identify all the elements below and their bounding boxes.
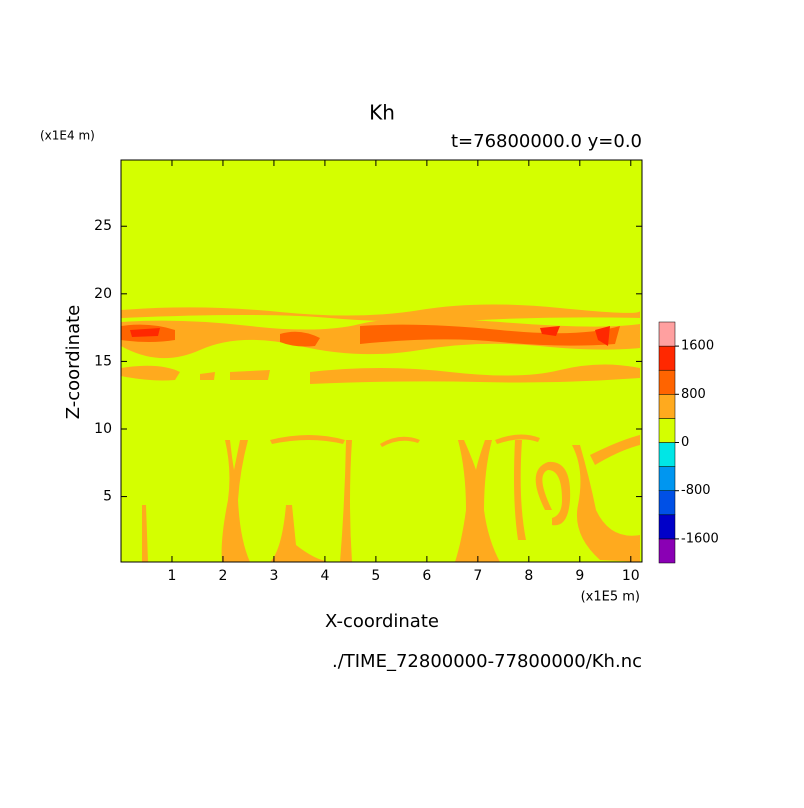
colorbar-box: [658, 418, 676, 443]
colorbar-label: 1600: [681, 339, 714, 354]
contour-fill: [121, 324, 620, 347]
x-tick-label: 8: [524, 568, 533, 584]
colorbar-label: -800: [681, 483, 711, 498]
y-tick-label: 10: [94, 421, 112, 437]
colorbar-label: 800: [681, 387, 706, 402]
x-tick-label: 10: [622, 568, 640, 584]
contour-fill: [270, 434, 540, 447]
colorbar-box: [658, 466, 676, 491]
source-file: ./TIME_72800000-77800000/Kh.nc: [332, 651, 642, 672]
colorbar-box: [658, 345, 676, 371]
y-tick-label: 20: [94, 286, 112, 302]
contour-fill: [455, 435, 640, 562]
x-tick-label: 5: [371, 568, 380, 584]
contour-fill: [121, 364, 640, 384]
x-tick-label: 6: [422, 568, 431, 584]
y-tick-label: 15: [94, 353, 112, 369]
x-axis-label: X-coordinate: [325, 611, 439, 632]
x-tick-label: 9: [575, 568, 584, 584]
colorbar-box: [658, 490, 676, 516]
y-axis-label: Z-coordinate: [63, 305, 84, 420]
plot-area: [121, 160, 642, 562]
y-unit: (x1E4 m): [40, 129, 95, 143]
x-unit: (x1E5 m): [581, 590, 640, 605]
chart-title: Kh: [369, 101, 395, 125]
colorbar-box: [658, 538, 676, 564]
contour-fill: [121, 160, 642, 562]
x-tick-label: 3: [269, 568, 278, 584]
x-tick-label: 1: [168, 568, 177, 584]
y-tick-label: 25: [94, 218, 112, 234]
colorbar-label: 0: [681, 435, 689, 450]
colorbar-box: [658, 394, 676, 419]
colorbar-box: [658, 321, 676, 347]
x-tick-label: 7: [473, 568, 482, 584]
contour-fill: [121, 304, 640, 322]
contour-fill: [221, 440, 250, 562]
colorbar-box: [658, 514, 676, 540]
chart-subtitle: t=76800000.0 y=0.0: [451, 131, 642, 152]
colorbar-box: [658, 369, 676, 395]
y-tick-label: 5: [103, 489, 112, 505]
colorbar-label: -1600: [681, 531, 719, 546]
x-tick-label: 2: [218, 568, 227, 584]
x-tick-label: 4: [320, 568, 329, 584]
colorbar-box: [658, 442, 676, 467]
